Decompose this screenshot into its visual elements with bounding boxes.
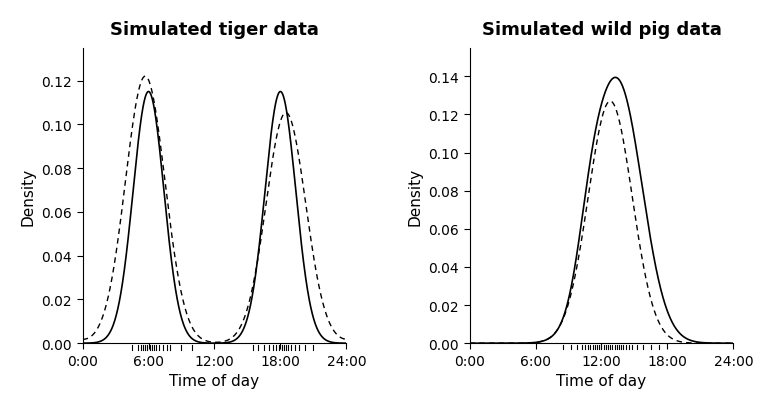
Y-axis label: Density: Density — [408, 167, 423, 225]
X-axis label: Time of day: Time of day — [557, 373, 646, 388]
Title: Simulated wild pig data: Simulated wild pig data — [481, 21, 721, 39]
Y-axis label: Density: Density — [21, 167, 36, 225]
X-axis label: Time of day: Time of day — [170, 373, 259, 388]
Title: Simulated tiger data: Simulated tiger data — [110, 21, 319, 39]
